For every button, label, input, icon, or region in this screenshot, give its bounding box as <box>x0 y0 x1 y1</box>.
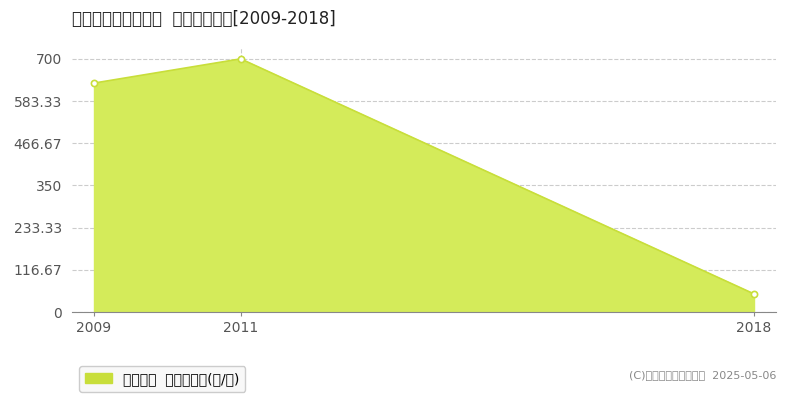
Point <box>87 80 100 86</box>
Point <box>234 56 247 62</box>
Legend: 林地価格  平均坪単価(円/坪): 林地価格 平均坪単価(円/坪) <box>79 366 246 392</box>
Text: (C)土地価格ドットコム  2025-05-06: (C)土地価格ドットコム 2025-05-06 <box>629 370 776 380</box>
Point <box>747 291 760 297</box>
Text: 邑智郡邑南町八色石  林地価格推移[2009-2018]: 邑智郡邑南町八色石 林地価格推移[2009-2018] <box>72 10 336 28</box>
